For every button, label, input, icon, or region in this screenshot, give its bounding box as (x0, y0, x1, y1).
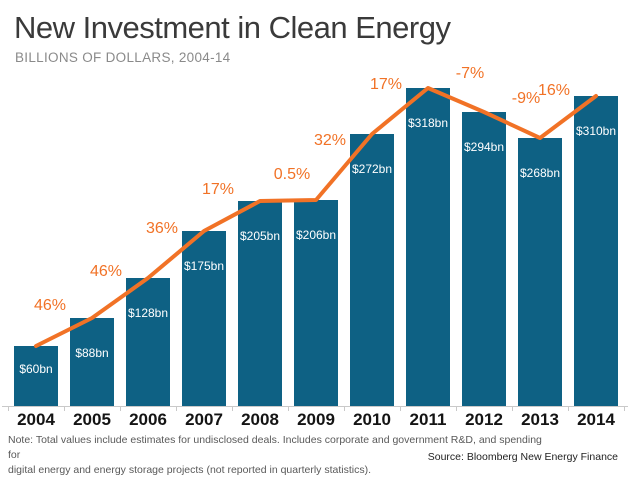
bar-2009 (294, 200, 338, 406)
axis-tick (624, 406, 625, 411)
pct-label-2014: 16% (537, 82, 571, 99)
footnote-line2: digital energy and energy storage projec… (8, 464, 372, 476)
year-label-2006: 2006 (129, 410, 167, 429)
year-label-2007: 2007 (185, 410, 223, 429)
footnote: Note: Total values include estimates for… (8, 433, 548, 478)
pct-label-2008: 17% (201, 181, 235, 198)
pct-label-2013: -9% (511, 90, 541, 107)
pct-label-2010: 32% (313, 132, 347, 149)
bar-2014 (574, 96, 618, 406)
pct-label-2011: 17% (369, 76, 403, 93)
axis-tick (8, 406, 9, 411)
bar-value-label-2004: $60bn (19, 362, 53, 376)
bar-2012 (462, 112, 506, 406)
bar-value-label-2010: $272bn (351, 162, 393, 176)
bar-2008 (238, 201, 282, 406)
bar-value-label-2011: $318bn (407, 116, 449, 130)
pct-label-2007: 36% (145, 219, 179, 237)
axis-tick (512, 406, 513, 411)
page-title: New Investment in Clean Energy (14, 10, 451, 45)
year-label-2004: 2004 (17, 410, 55, 429)
bar-2006 (126, 278, 170, 406)
bar-value-label-2006: $128bn (127, 306, 169, 320)
year-label-2010: 2010 (353, 410, 391, 429)
year-label-2013: 2013 (521, 410, 559, 429)
bar-2007 (182, 231, 226, 406)
axis-tick (456, 406, 457, 411)
axis-tick (288, 406, 289, 411)
axis-tick (232, 406, 233, 411)
axis-tick (120, 406, 121, 411)
year-label-2009: 2009 (297, 410, 335, 429)
bar-2005 (70, 318, 114, 406)
bar-2011 (406, 88, 450, 406)
year-label-2005: 2005 (73, 410, 111, 429)
source-credit: Source: Bloomberg New Energy Finance (427, 451, 618, 463)
year-label-2014: 2014 (577, 410, 615, 429)
pct-label-2012: -7% (455, 65, 485, 82)
axis-tick (176, 406, 177, 411)
bar-value-label-2009: $206bn (295, 228, 337, 242)
yoy-change-polyline (34, 86, 598, 348)
bar-value-label-2013: $268bn (519, 166, 561, 180)
bar-value-label-2005: $88bn (75, 346, 109, 360)
axis-tick (568, 406, 569, 411)
pct-label-2009: 0.5% (273, 165, 311, 183)
footnote-line1: Note: Total values include estimates for… (8, 434, 542, 461)
bar-value-label-2014: $310bn (575, 124, 617, 138)
bar-value-label-2007: $175bn (183, 259, 225, 273)
pct-label-2005: 46% (33, 297, 67, 314)
bar-2004 (14, 346, 58, 406)
pct-label-2006: 46% (89, 263, 123, 280)
year-label-2011: 2011 (409, 410, 447, 429)
page-subtitle: BILLIONS OF DOLLARS, 2004-14 (15, 50, 231, 65)
bar-2013 (518, 138, 562, 406)
axis-tick (64, 406, 65, 411)
bar-value-label-2012: $294bn (463, 140, 505, 154)
bar-2010 (350, 134, 394, 406)
year-label-2008: 2008 (241, 410, 279, 429)
bar-value-label-2008: $205bn (239, 229, 281, 243)
axis-tick (344, 406, 345, 411)
year-label-2012: 2012 (465, 410, 503, 429)
x-axis-line (2, 406, 628, 407)
axis-tick (400, 406, 401, 411)
